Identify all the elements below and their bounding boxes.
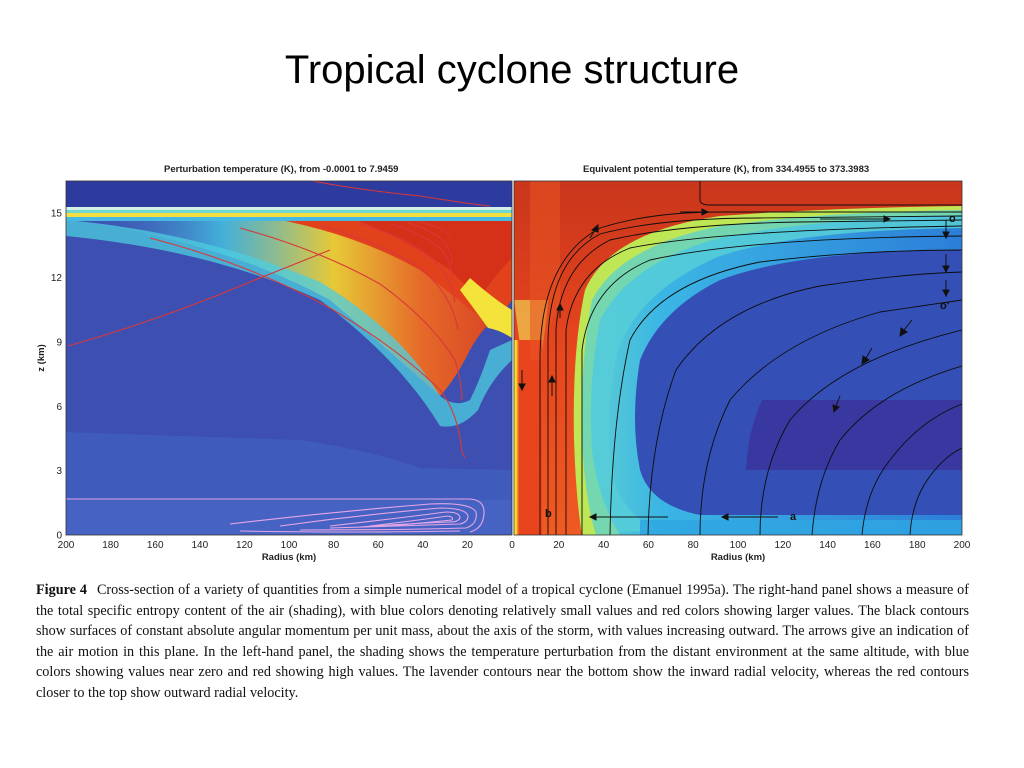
outflow-contours <box>67 181 491 459</box>
left-panel-title: Perturbation temperature (K), from -0.00… <box>164 164 399 175</box>
right-x-tick-label: 100 <box>730 540 747 551</box>
left-plot-frame <box>65 180 513 536</box>
right-plot-frame <box>513 180 963 536</box>
point-label-o: o <box>949 213 956 225</box>
left-panel <box>66 181 512 535</box>
left-x-tick-label: 80 <box>328 540 340 551</box>
left-x-tick-label: 60 <box>373 540 385 551</box>
left-x-tick-label: 0 <box>509 540 515 551</box>
left-x-tick-label: 120 <box>236 540 253 551</box>
right-panel-title: Equivalent potential temperature (K), fr… <box>583 164 870 175</box>
right-x-tick-label: 80 <box>688 540 700 551</box>
right-x-tick-label: 180 <box>909 540 926 551</box>
figure-label: Figure 4 <box>36 582 87 598</box>
left-x-tick-label: 180 <box>102 540 119 551</box>
left-y-tick-label: 9 <box>56 337 62 348</box>
left-y-tick-label: 15 <box>51 209 63 220</box>
left-y-tick-label: 3 <box>56 466 62 477</box>
cross-section-figure: o o' b a 200 180 160 140 120 100 80 60 40 20 0 036… <box>36 180 971 563</box>
right-x-tick-label: 20 <box>553 540 565 551</box>
right-x-tick-label: 40 <box>598 540 610 551</box>
point-label-a: a <box>790 511 797 523</box>
right-x-tick-label: 60 <box>643 540 655 551</box>
y-axis-label: z (km) <box>36 344 47 371</box>
right-x-axis-label: Radius (km) <box>711 552 765 563</box>
left-y-ticks: 0 3 6 9 12 15 <box>51 209 63 542</box>
right-x-tick-label: 120 <box>774 540 791 551</box>
point-label-b: b <box>545 508 552 520</box>
air-motion-arrows <box>518 208 950 521</box>
point-label-o-prime: o' <box>940 300 950 312</box>
figure-caption: Figure 4 Cross-section of a variety of qu… <box>36 580 969 703</box>
slide-title: Tropical cyclone structure <box>284 48 740 92</box>
left-x-tick-label: 200 <box>58 540 75 551</box>
left-x-tick-label: 100 <box>281 540 298 551</box>
point-labels: o o' b a <box>545 213 956 523</box>
left-x-tick-label: 140 <box>191 540 208 551</box>
left-x-tick-label: 160 <box>147 540 164 551</box>
right-x-tick-label: 160 <box>864 540 881 551</box>
left-y-tick-label: 0 <box>56 531 62 542</box>
right-panel: o o' b a <box>514 181 962 535</box>
left-x-ticks: 200 180 160 140 120 100 80 60 40 20 0 <box>58 540 516 551</box>
left-x-tick-label: 40 <box>417 540 429 551</box>
left-y-tick-label: 6 <box>56 402 62 413</box>
caption-text: Cross-section of a variety of quantities… <box>36 582 969 701</box>
right-x-tick-label: 140 <box>819 540 836 551</box>
left-x-axis-label: Radius (km) <box>262 552 316 563</box>
left-x-tick-label: 20 <box>462 540 474 551</box>
momentum-contours <box>539 181 962 535</box>
right-x-ticks: 20 40 60 80 100 120 140 160 180 200 <box>553 540 971 551</box>
inflow-contours <box>66 498 485 533</box>
right-x-tick-label: 200 <box>954 540 971 551</box>
left-y-tick-label: 12 <box>51 273 63 284</box>
